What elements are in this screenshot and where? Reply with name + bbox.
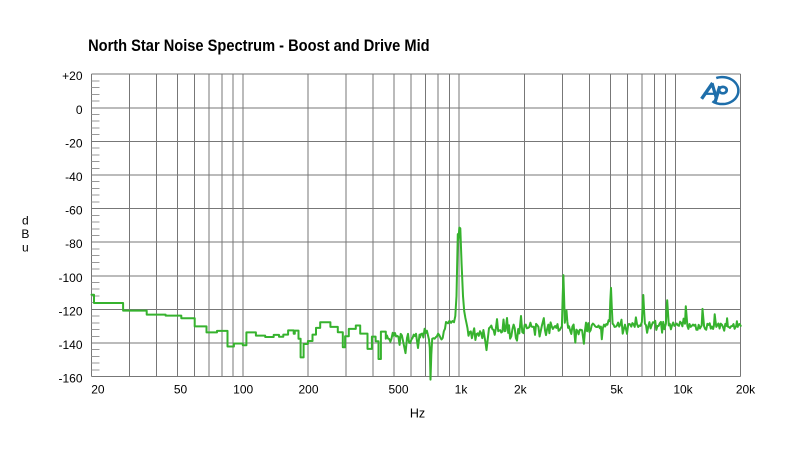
svg-text:200: 200 <box>298 383 318 397</box>
svg-text:-120: -120 <box>58 304 82 318</box>
svg-text:-140: -140 <box>58 338 82 352</box>
svg-text:North Star Noise Spectrum - Bo: North Star Noise Spectrum - Boost and Dr… <box>88 37 430 55</box>
svg-text:+20: +20 <box>62 69 83 83</box>
svg-text:-60: -60 <box>65 204 83 218</box>
svg-text:20: 20 <box>91 383 105 397</box>
svg-text:10k: 10k <box>673 383 693 397</box>
svg-text:50: 50 <box>174 383 188 397</box>
svg-text:u: u <box>22 241 29 255</box>
svg-text:0: 0 <box>76 103 83 117</box>
svg-text:1k: 1k <box>455 383 469 397</box>
svg-text:5k: 5k <box>610 383 624 397</box>
svg-text:d: d <box>22 214 29 228</box>
svg-text:100: 100 <box>233 383 253 397</box>
svg-text:B: B <box>21 227 29 241</box>
svg-text:20k: 20k <box>736 383 756 397</box>
svg-text:-100: -100 <box>58 271 82 285</box>
svg-text:-20: -20 <box>65 136 83 150</box>
svg-text:2k: 2k <box>514 383 528 397</box>
svg-text:-40: -40 <box>65 170 83 184</box>
svg-text:-80: -80 <box>65 237 83 251</box>
svg-text:Hz: Hz <box>410 407 425 421</box>
svg-text:-160: -160 <box>58 372 82 386</box>
svg-text:500: 500 <box>388 383 408 397</box>
